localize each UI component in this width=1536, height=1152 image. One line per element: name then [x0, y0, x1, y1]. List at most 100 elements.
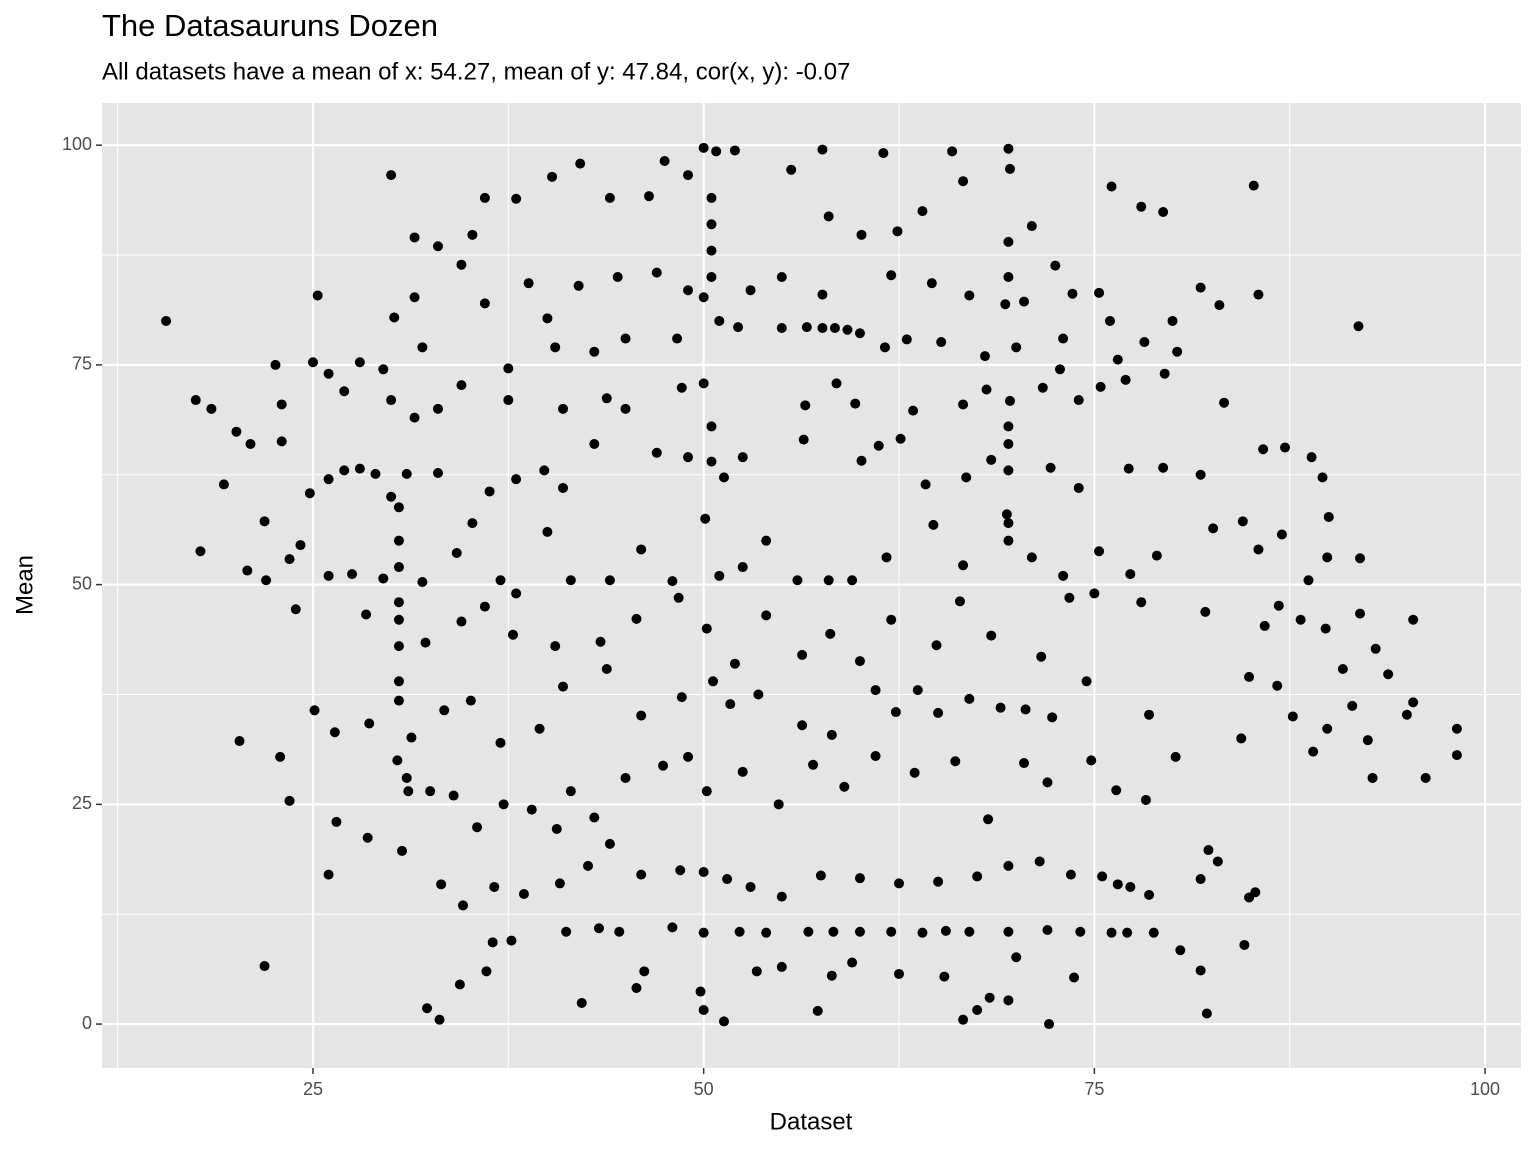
point: [195, 546, 206, 557]
point: [1011, 952, 1022, 963]
point: [1058, 570, 1069, 581]
point: [604, 838, 615, 849]
point: [551, 823, 562, 834]
point: [489, 881, 500, 892]
point: [550, 641, 561, 652]
point: [1136, 201, 1147, 212]
point: [397, 845, 408, 856]
point: [503, 363, 514, 374]
point: [1011, 342, 1022, 353]
point: [1276, 529, 1287, 540]
point: [1420, 772, 1431, 783]
point: [1451, 723, 1462, 734]
point: [487, 937, 498, 948]
point: [1158, 462, 1169, 473]
point: [886, 926, 897, 937]
point: [259, 516, 270, 527]
point: [614, 926, 625, 937]
y-tick-label: 50: [72, 573, 92, 593]
point: [479, 192, 490, 203]
point: [434, 1014, 445, 1025]
point: [323, 474, 334, 485]
point: [542, 526, 553, 537]
y-tick-label: 100: [62, 134, 92, 154]
point: [667, 576, 678, 587]
point: [558, 403, 569, 414]
point: [1287, 711, 1298, 722]
point: [718, 472, 729, 483]
point: [761, 610, 772, 621]
point: [776, 322, 787, 333]
point: [234, 736, 245, 747]
point: [817, 322, 828, 333]
point: [725, 699, 736, 710]
point: [706, 245, 717, 256]
point: [825, 628, 836, 639]
point: [1355, 608, 1366, 619]
point: [698, 292, 709, 303]
point: [604, 575, 615, 586]
point: [847, 957, 858, 968]
point: [1044, 1019, 1055, 1030]
point: [683, 170, 694, 181]
point: [1045, 462, 1056, 473]
point: [1081, 676, 1092, 687]
point: [259, 961, 270, 972]
point: [815, 870, 826, 881]
point: [1158, 206, 1169, 217]
point: [706, 272, 717, 283]
point: [917, 206, 928, 217]
point: [984, 992, 995, 1003]
point: [270, 359, 281, 370]
point: [1075, 926, 1086, 937]
point: [1125, 569, 1136, 580]
point: [339, 386, 350, 397]
point: [926, 278, 937, 289]
point: [854, 873, 865, 884]
point: [870, 685, 881, 696]
point: [643, 191, 654, 202]
point: [432, 403, 443, 414]
point: [506, 935, 517, 946]
point: [734, 926, 745, 937]
point: [714, 315, 725, 326]
point: [667, 922, 678, 933]
point: [458, 900, 469, 911]
point: [508, 629, 519, 640]
point: [928, 519, 939, 530]
point: [698, 1004, 709, 1015]
point: [526, 804, 537, 815]
point: [776, 272, 787, 283]
point: [659, 156, 670, 167]
point: [386, 491, 397, 502]
point: [708, 676, 719, 687]
point: [409, 232, 420, 243]
y-tick-label: 75: [72, 354, 92, 374]
point: [651, 447, 662, 458]
point: [323, 869, 334, 880]
point: [1073, 482, 1084, 493]
point: [886, 270, 897, 281]
point: [890, 707, 901, 718]
point: [620, 403, 631, 414]
point: [826, 970, 837, 981]
point: [1451, 750, 1462, 761]
point: [1003, 421, 1014, 432]
point: [829, 322, 840, 333]
point: [389, 312, 400, 323]
point: [573, 280, 584, 291]
point: [801, 322, 812, 333]
point: [1159, 368, 1170, 379]
point: [554, 878, 565, 889]
point: [947, 146, 958, 157]
point: [931, 640, 942, 651]
point: [1067, 288, 1078, 299]
point: [307, 357, 318, 368]
point: [583, 860, 594, 871]
point: [1020, 704, 1031, 715]
point: [1073, 395, 1084, 406]
x-tick-label: 50: [694, 1079, 714, 1099]
point: [401, 772, 412, 783]
point: [1383, 669, 1394, 680]
x-tick-label: 100: [1470, 1079, 1500, 1099]
